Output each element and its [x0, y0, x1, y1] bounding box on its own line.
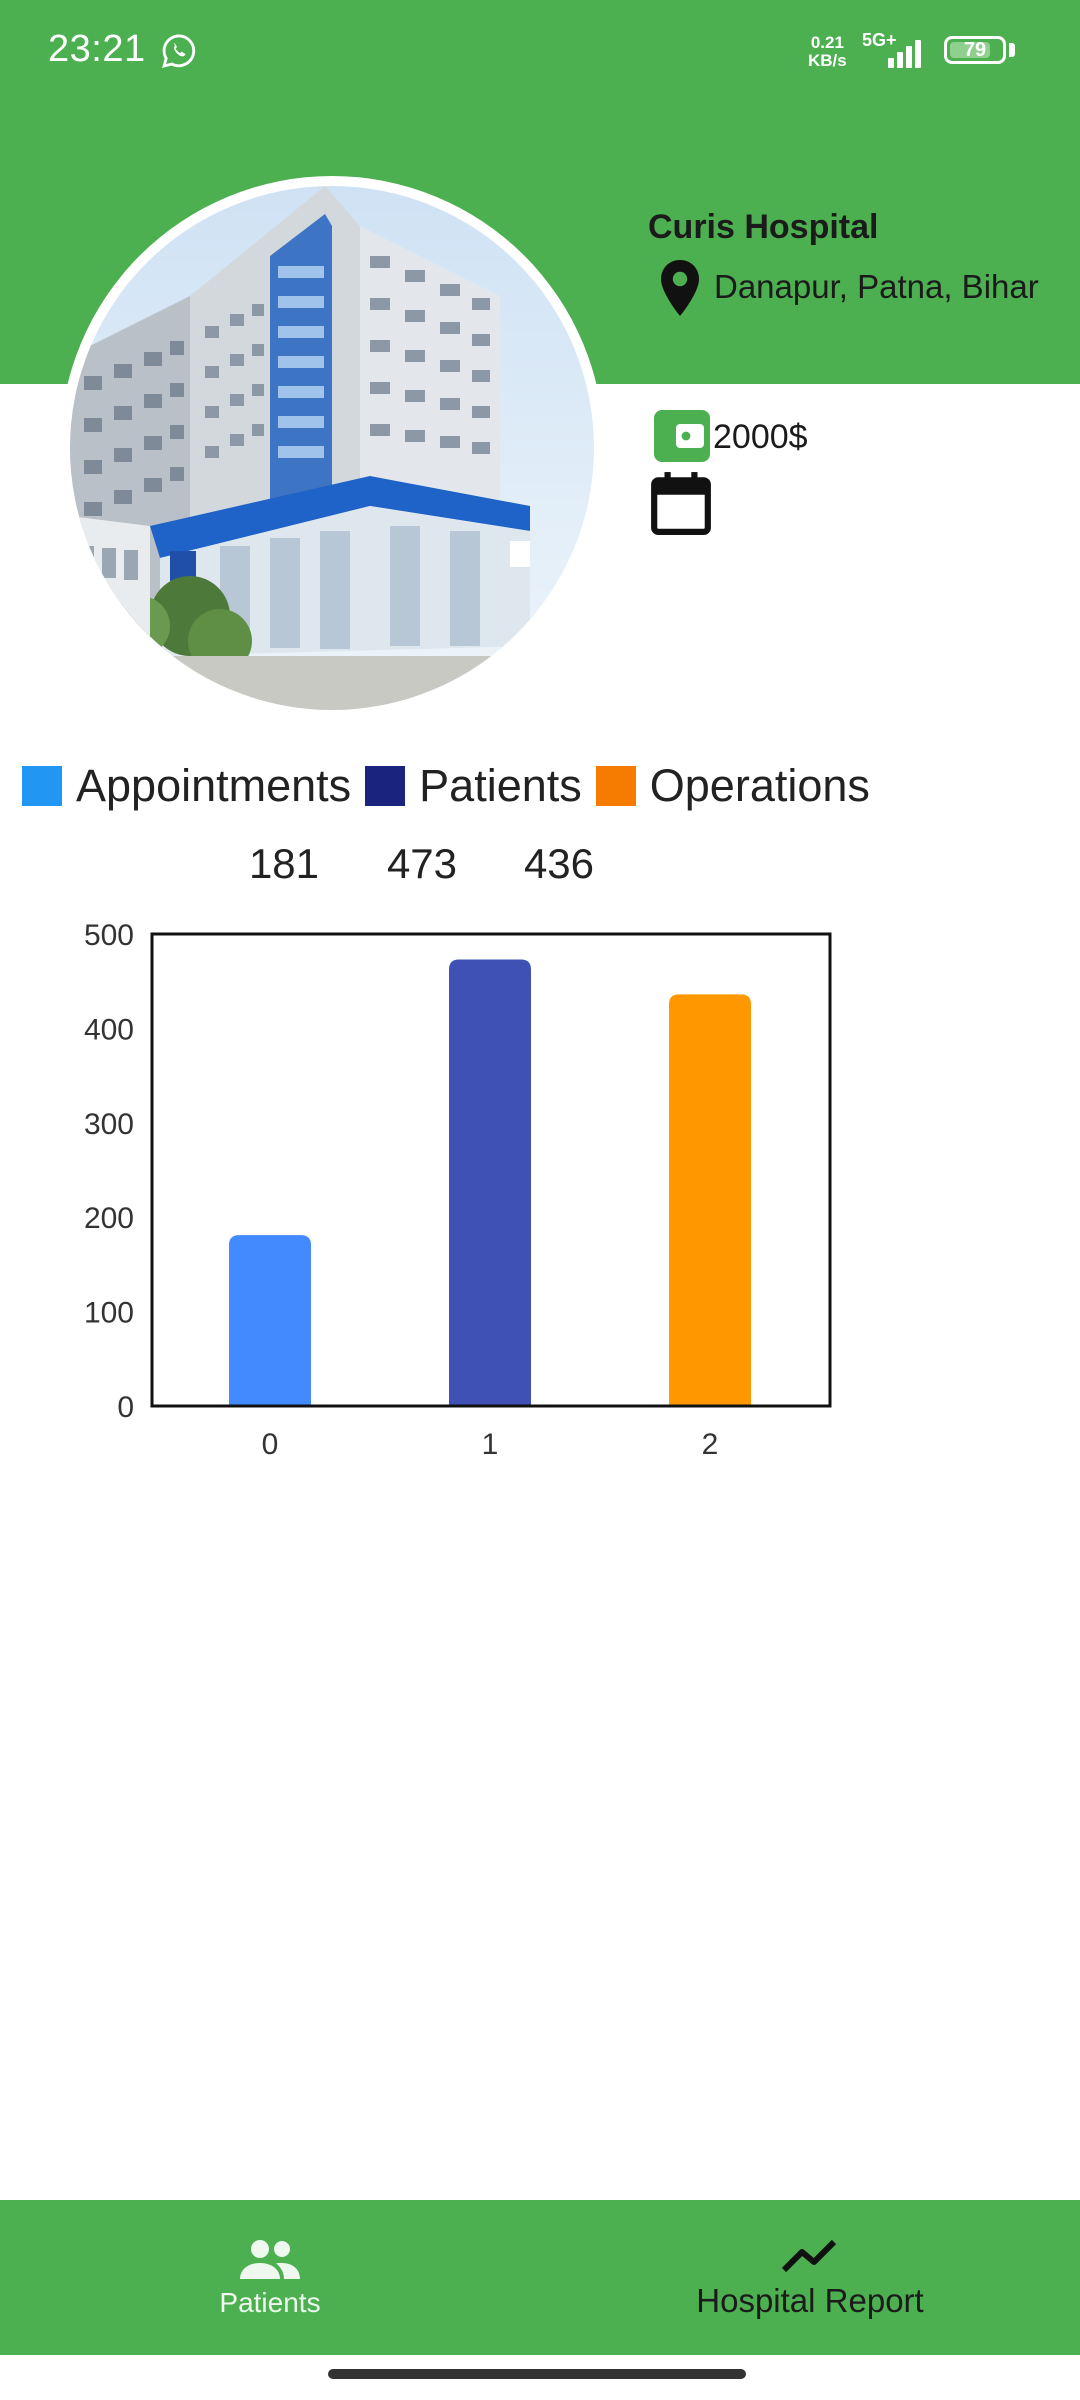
- network-speed: 0.21 KB/s: [808, 34, 847, 70]
- y-tick-label: 100: [84, 1297, 134, 1330]
- nav-item-hospital-report[interactable]: Hospital Report: [660, 2200, 960, 2355]
- calendar-icon[interactable]: [650, 470, 712, 536]
- y-tick-label: 0: [117, 1391, 134, 1424]
- legend-label-patients: Patients: [419, 760, 582, 811]
- signal-icon: [888, 40, 921, 68]
- battery-level: [950, 42, 990, 58]
- people-icon: [240, 2239, 300, 2279]
- legend-swatch-operations: [595, 766, 636, 806]
- plot-frame: [150, 932, 832, 1408]
- status-bar: 23:21 0.21 KB/s 5G+ 79: [0, 0, 1080, 100]
- x-tick-label: 0: [262, 1428, 279, 1461]
- nav-item-patients[interactable]: Patients: [120, 2200, 420, 2355]
- hospital-report-chart: 0 100 200 300 400 500 0 1 2 181 473 436: [84, 840, 832, 1461]
- y-tick-label: 300: [84, 1108, 134, 1141]
- chart-bar: [669, 994, 751, 1406]
- legend-item-operations: Operations: [595, 760, 870, 812]
- hospital-fee: 2000$: [713, 418, 808, 456]
- x-tick-label: 1: [482, 1428, 499, 1461]
- home-indicator: [328, 2369, 746, 2379]
- battery-icon: 79: [944, 36, 1006, 64]
- battery-percent: 79: [963, 39, 987, 61]
- legend-item-patients: Patients: [365, 760, 582, 812]
- location-pin-icon: [661, 260, 699, 316]
- y-tick-label: 400: [84, 1013, 134, 1046]
- nav-label-patients: Patients: [219, 2286, 321, 2318]
- chart-bar: [449, 959, 531, 1406]
- y-tick-label: 500: [84, 919, 134, 952]
- hospital-name: Curis Hospital: [648, 208, 879, 246]
- whatsapp-icon: [162, 34, 196, 69]
- hospital-building-image: [70, 186, 594, 710]
- x-tick-label: 2: [702, 1428, 719, 1461]
- hospital-photo: [70, 186, 594, 710]
- network-type: 5G+: [862, 30, 897, 50]
- legend-swatch-patients: [365, 766, 406, 806]
- legend-label-operations: Operations: [649, 760, 870, 811]
- y-tick-label: 200: [84, 1202, 134, 1235]
- hospital-location: Danapur, Patna, Bihar: [714, 268, 1039, 305]
- battery-cap: [1009, 43, 1015, 57]
- chart-legend: Appointments Patients Operations: [22, 756, 884, 816]
- nav-label-hospital-report: Hospital Report: [696, 2281, 924, 2319]
- wallet-icon: [654, 410, 710, 462]
- data-label: 473: [387, 840, 457, 887]
- chart-bar: [229, 1235, 311, 1406]
- network-speed-unit: KB/s: [808, 51, 847, 70]
- trending-up-icon: [781, 2239, 837, 2272]
- network-speed-value: 0.21: [810, 33, 844, 52]
- legend-swatch-appointments: [22, 766, 62, 806]
- legend-label-appointments: Appointments: [76, 760, 352, 811]
- bottom-navigation: Patients Hospital Report: [0, 2200, 1080, 2355]
- legend-item-appointments: Appointments: [22, 760, 351, 812]
- data-label: 181: [249, 840, 319, 887]
- status-time: 23:21: [48, 28, 146, 70]
- data-label: 436: [524, 840, 594, 887]
